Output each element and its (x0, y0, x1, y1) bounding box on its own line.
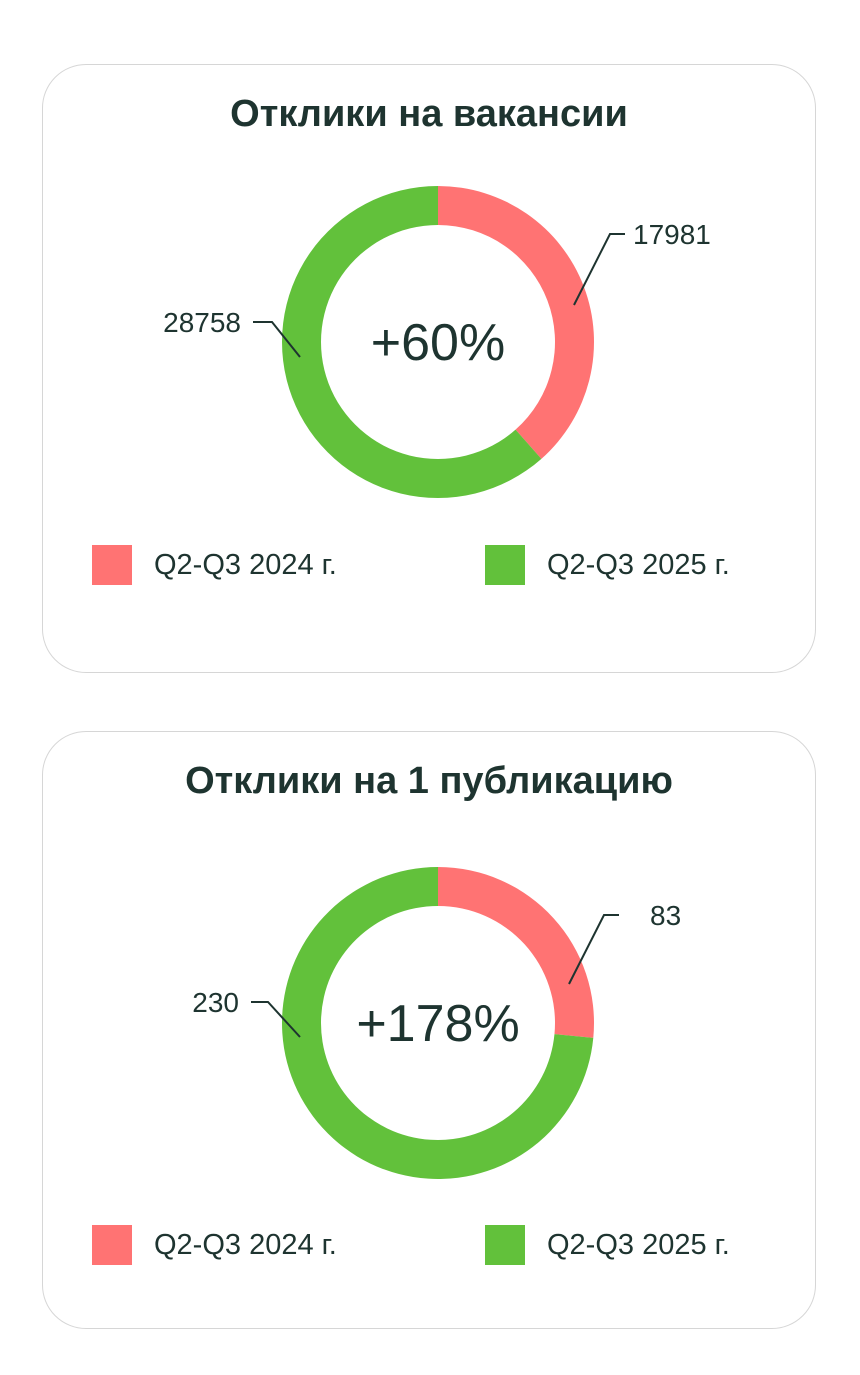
leader-line-2024 (568, 914, 619, 985)
leader-line-2025 (251, 1001, 301, 1038)
center-percentage: +178% (356, 995, 519, 1053)
legend-label-2024: Q2-Q3 2024 г. (154, 548, 337, 581)
data-label-2025: 28758 (163, 307, 241, 338)
chart-title: Отклики на 1 публикацию (185, 760, 673, 802)
donut-slice-2024 (438, 867, 595, 1038)
legend-label-2025: Q2-Q3 2025 г. (547, 548, 730, 581)
legend-item-2024: Q2-Q3 2024 г. (92, 1225, 337, 1265)
data-label-2024: 83 (650, 900, 681, 931)
legend-swatch-2024 (92, 545, 132, 585)
donut-chart: 83 230 +178% (192, 867, 681, 1179)
donut-slice-2024 (438, 186, 594, 459)
legend-swatch-2025 (485, 545, 525, 585)
leader-line-2024 (573, 233, 625, 306)
data-label-2025: 230 (192, 987, 239, 1018)
chart-card-responses-per-publication: Отклики на 1 публикацию 83 230 +178% Q2-Q3… (42, 731, 816, 1329)
donut-chart: 17981 28758 +60% (163, 186, 711, 498)
legend-label-2025: Q2-Q3 2025 г. (547, 1228, 730, 1261)
legend-label-2024: Q2-Q3 2024 г. (154, 1228, 337, 1261)
chart-card-vacancy-responses: Отклики на вакансии 17981 28758 +60% Q2-Q3… (42, 64, 816, 673)
legend-item-2025: Q2-Q3 2025 г. (485, 1225, 730, 1265)
donut-slice-2025 (282, 186, 542, 498)
chart-title: Отклики на вакансии (230, 93, 628, 135)
legend-item-2024: Q2-Q3 2024 г. (92, 545, 337, 585)
data-label-2024: 17981 (633, 219, 711, 250)
center-percentage: +60% (371, 314, 505, 372)
legend-swatch-2025 (485, 1225, 525, 1265)
legend-item-2025: Q2-Q3 2025 г. (485, 545, 730, 585)
legend-swatch-2024 (92, 1225, 132, 1265)
leader-line-2025 (253, 321, 301, 358)
